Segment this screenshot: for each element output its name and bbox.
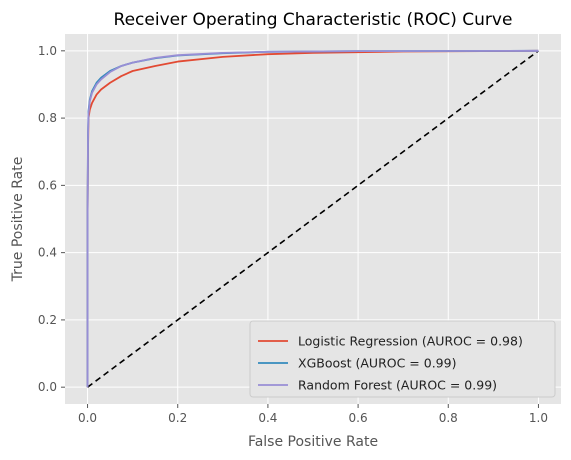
y-tick-label: 1.0 xyxy=(38,44,57,58)
y-tick-label: 0.6 xyxy=(38,178,57,192)
y-axis-label: True Positive Rate xyxy=(10,157,26,283)
y-ticks: 0.0 0.2 0.4 0.6 0.8 1.0 xyxy=(38,44,65,394)
series-line-2 xyxy=(86,49,539,388)
x-tick-label: 1.0 xyxy=(529,411,548,425)
y-tick-label: 0.2 xyxy=(38,313,57,327)
legend: Logistic Regression (AUROC = 0.98) XGBoos… xyxy=(249,320,556,398)
legend-label: Random Forest (AUROC = 0.99) xyxy=(298,378,497,393)
x-tick-label: 0.2 xyxy=(168,411,187,425)
y-tick-label: 0.0 xyxy=(38,380,57,394)
series-lines xyxy=(86,49,539,388)
x-tick-label: 0.6 xyxy=(349,411,368,425)
x-tick-label: 0.4 xyxy=(258,411,277,425)
legend-label: Logistic Regression (AUROC = 0.98) xyxy=(298,334,523,349)
legend-label: XGBoost (AUROC = 0.99) xyxy=(298,356,456,371)
chance-diagonal-line xyxy=(87,50,539,388)
x-tick-label: 0.8 xyxy=(439,411,458,425)
grid-lines xyxy=(65,34,561,404)
x-axis-label: False Positive Rate xyxy=(248,434,378,450)
y-tick-label: 0.8 xyxy=(38,111,57,125)
x-ticks: 0.0 0.2 0.4 0.6 0.8 1.0 xyxy=(78,404,548,425)
chart-title: Receiver Operating Characteristic (ROC) … xyxy=(114,10,513,30)
x-tick-label: 0.0 xyxy=(78,411,97,425)
legend-box xyxy=(249,320,556,398)
y-tick-label: 0.4 xyxy=(38,246,57,260)
